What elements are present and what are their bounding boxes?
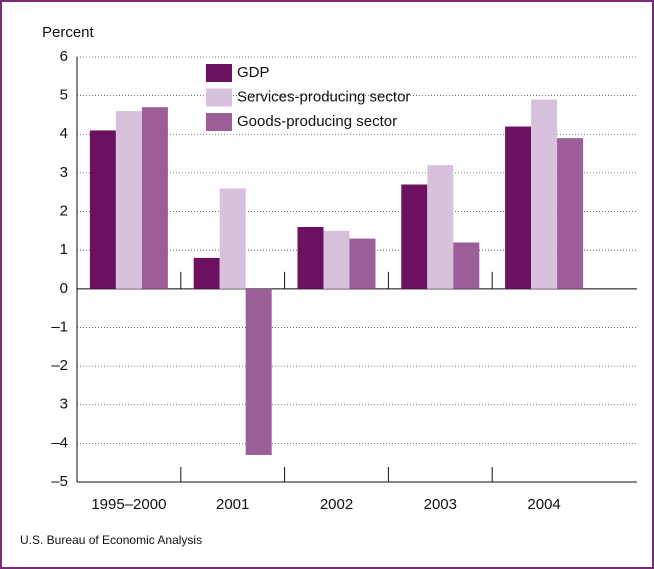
x-tick-label: 2004: [527, 496, 560, 513]
bar: [427, 165, 454, 289]
x-tick-label: 2001: [216, 496, 249, 513]
bar: [115, 111, 142, 289]
y-tick-label: 0: [60, 280, 68, 297]
bar: [531, 99, 558, 289]
x-tick-label: 1995–2000: [91, 496, 166, 513]
bar: [453, 242, 480, 289]
bar: [349, 238, 376, 289]
bar: [297, 227, 324, 289]
bar: [557, 138, 584, 289]
y-tick-label: 5: [60, 87, 68, 104]
legend-label: GDP: [237, 64, 270, 81]
y-tick-label: 3: [60, 396, 68, 413]
y-tick-label: –5: [51, 473, 68, 490]
y-tick-label: –1: [51, 318, 68, 335]
y-tick-label: 6: [60, 48, 68, 65]
bar: [89, 130, 116, 289]
bar: [505, 126, 532, 289]
legend-swatch: [206, 88, 232, 107]
y-tick-label: –2: [51, 357, 68, 374]
bar: [141, 107, 168, 289]
x-tick-label: 2002: [320, 496, 353, 513]
bar: [219, 188, 246, 289]
bar: [323, 230, 350, 289]
bar: [401, 184, 428, 289]
bar: [193, 257, 220, 289]
y-tick-label: 4: [60, 125, 68, 142]
legend-label: Services-producing sector: [237, 88, 410, 105]
y-axis-label: Percent: [42, 24, 95, 41]
y-tick-label: 3: [60, 164, 68, 181]
legend-label: Goods-producing sector: [237, 113, 397, 130]
bar: [245, 288, 272, 455]
legend-swatch: [206, 113, 232, 131]
x-tick-label: 2003: [424, 496, 457, 513]
legend-swatch: [206, 64, 232, 82]
y-tick-label: –4: [51, 434, 68, 451]
source-note: U.S. Bureau of Economic Analysis: [20, 533, 202, 547]
y-tick-label: 1: [60, 241, 68, 258]
y-tick-label: 2: [60, 203, 68, 220]
